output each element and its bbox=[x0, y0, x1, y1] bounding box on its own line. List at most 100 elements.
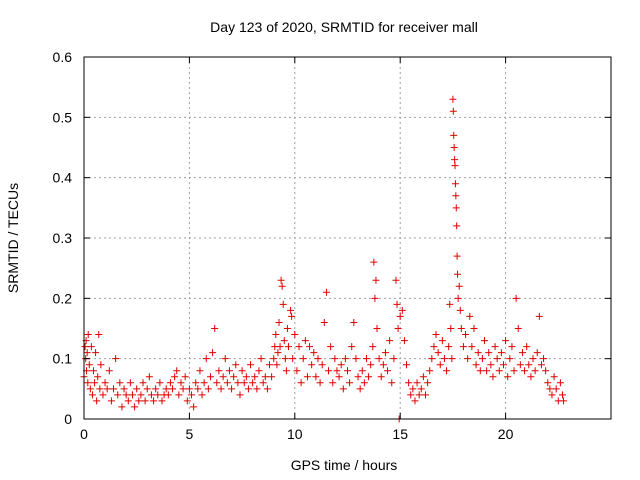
data-point bbox=[535, 312, 543, 320]
data-point bbox=[272, 331, 280, 339]
data-point bbox=[158, 397, 166, 405]
data-point bbox=[263, 385, 271, 393]
data-point bbox=[329, 379, 337, 387]
data-point bbox=[478, 355, 486, 363]
data-point bbox=[318, 361, 326, 369]
data-point bbox=[259, 379, 267, 387]
data-point bbox=[474, 349, 482, 357]
data-point bbox=[449, 95, 457, 103]
data-point bbox=[83, 349, 91, 357]
data-point bbox=[96, 385, 104, 393]
data-point bbox=[291, 331, 299, 339]
data-point bbox=[156, 379, 164, 387]
data-point bbox=[337, 361, 345, 369]
data-point bbox=[440, 355, 448, 363]
data-point bbox=[154, 391, 162, 399]
data-point bbox=[147, 391, 155, 399]
data-point bbox=[91, 379, 99, 387]
data-point bbox=[450, 144, 458, 151]
x-tick-label: 20 bbox=[498, 426, 514, 442]
data-point bbox=[299, 355, 307, 363]
data-point bbox=[548, 391, 556, 399]
data-point bbox=[179, 385, 187, 393]
data-point bbox=[283, 325, 291, 332]
data-point bbox=[308, 361, 316, 369]
data-point bbox=[268, 373, 276, 381]
data-point bbox=[409, 385, 417, 393]
data-point bbox=[314, 355, 322, 363]
data-point bbox=[456, 306, 464, 314]
data-point bbox=[152, 385, 160, 393]
data-point bbox=[303, 373, 311, 381]
data-point bbox=[219, 373, 227, 381]
data-point bbox=[249, 379, 257, 387]
data-point bbox=[445, 343, 453, 351]
data-point bbox=[552, 385, 560, 393]
data-point bbox=[352, 355, 360, 363]
data-point bbox=[341, 355, 349, 363]
data-point bbox=[457, 325, 465, 332]
data-point bbox=[93, 397, 101, 405]
data-point bbox=[289, 355, 297, 363]
data-point bbox=[393, 300, 401, 308]
data-point bbox=[145, 373, 153, 381]
data-point bbox=[449, 107, 457, 115]
x-tick-label: 10 bbox=[287, 426, 303, 442]
data-point bbox=[171, 373, 179, 381]
data-point bbox=[97, 361, 105, 369]
data-point bbox=[542, 367, 550, 375]
data-point bbox=[211, 325, 219, 332]
data-point bbox=[225, 367, 233, 375]
data-point bbox=[450, 131, 458, 139]
data-point bbox=[92, 349, 100, 357]
y-tick-label: 0.5 bbox=[53, 109, 73, 125]
y-tick-label: 0 bbox=[64, 411, 72, 427]
data-points bbox=[80, 95, 568, 423]
data-point bbox=[454, 270, 462, 278]
data-point bbox=[411, 397, 419, 405]
data-point bbox=[105, 367, 113, 375]
data-point bbox=[110, 385, 118, 393]
data-point bbox=[301, 337, 309, 345]
data-point bbox=[419, 373, 427, 381]
data-point bbox=[200, 379, 208, 387]
data-point bbox=[491, 343, 499, 351]
data-point bbox=[550, 373, 558, 381]
data-point bbox=[181, 373, 189, 381]
data-point bbox=[274, 349, 282, 357]
data-point bbox=[436, 361, 444, 369]
data-point bbox=[143, 385, 151, 393]
data-point bbox=[135, 397, 143, 405]
data-point bbox=[280, 337, 288, 345]
data-point bbox=[120, 385, 128, 393]
data-point bbox=[240, 379, 248, 387]
data-point bbox=[468, 343, 476, 351]
data-point bbox=[84, 331, 92, 339]
data-point bbox=[544, 379, 552, 387]
data-point bbox=[481, 337, 489, 345]
data-point bbox=[398, 306, 406, 314]
data-point bbox=[88, 391, 96, 399]
data-point bbox=[407, 391, 415, 399]
data-point bbox=[242, 373, 250, 381]
data-point bbox=[453, 222, 461, 230]
data-point bbox=[537, 361, 545, 369]
data-point bbox=[131, 403, 139, 411]
data-point bbox=[392, 276, 400, 284]
data-point bbox=[281, 355, 289, 363]
data-point bbox=[455, 282, 463, 290]
data-point bbox=[133, 385, 141, 393]
data-point bbox=[202, 355, 210, 363]
y-tick-label: 0.6 bbox=[53, 49, 73, 65]
data-point bbox=[556, 379, 564, 387]
data-point bbox=[377, 373, 385, 381]
data-point bbox=[362, 355, 370, 363]
data-point bbox=[266, 361, 274, 369]
data-point bbox=[493, 355, 501, 363]
x-axis-title: GPS time / hours bbox=[291, 457, 398, 473]
data-point bbox=[185, 385, 193, 393]
data-point bbox=[508, 343, 516, 351]
data-point bbox=[335, 373, 343, 381]
data-point bbox=[295, 343, 303, 351]
data-point bbox=[487, 361, 495, 369]
